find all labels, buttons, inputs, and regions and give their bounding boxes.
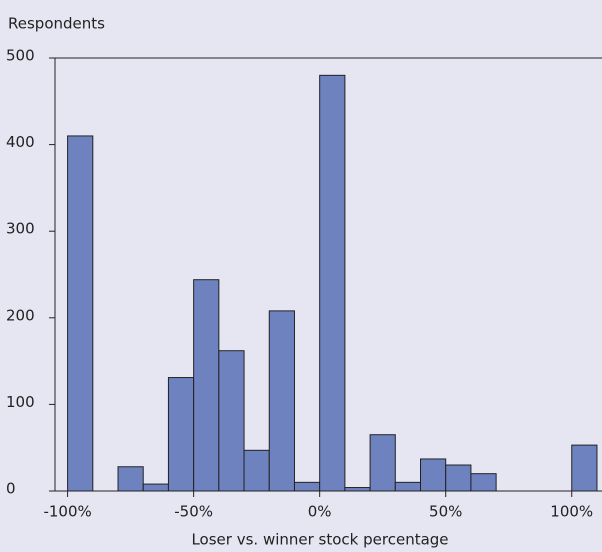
- y-tick-label: 200: [6, 306, 35, 324]
- bar: [445, 464, 472, 492]
- y-tick-label: 0: [6, 480, 16, 498]
- bar: [167, 377, 195, 492]
- bar: [420, 458, 447, 492]
- x-tick-label: 50%: [429, 503, 462, 521]
- bar: [218, 350, 245, 492]
- bar: [293, 481, 321, 492]
- bar: [369, 434, 396, 492]
- y-tick-label: 100: [6, 393, 35, 411]
- y-tick-label: 500: [6, 47, 35, 65]
- y-tick-label: 400: [6, 133, 35, 151]
- y-axis-title: Respondents: [8, 15, 105, 33]
- bar: [571, 444, 598, 492]
- x-tick-label: -100%: [43, 503, 91, 521]
- bar: [268, 310, 295, 492]
- bar: [117, 466, 144, 492]
- bar: [344, 487, 371, 492]
- x-axis-title: Loser vs. winner stock percentage: [191, 531, 448, 549]
- x-tick-label: -50%: [174, 503, 213, 521]
- bar: [67, 135, 94, 492]
- bar: [470, 473, 497, 492]
- y-tick-label: 300: [6, 220, 35, 238]
- x-tick-label: 0%: [308, 503, 332, 521]
- bar: [243, 449, 270, 492]
- bar: [319, 74, 346, 492]
- bar: [193, 279, 220, 492]
- bar: [394, 481, 422, 492]
- bar: [142, 483, 169, 492]
- x-tick-label: 100%: [550, 503, 593, 521]
